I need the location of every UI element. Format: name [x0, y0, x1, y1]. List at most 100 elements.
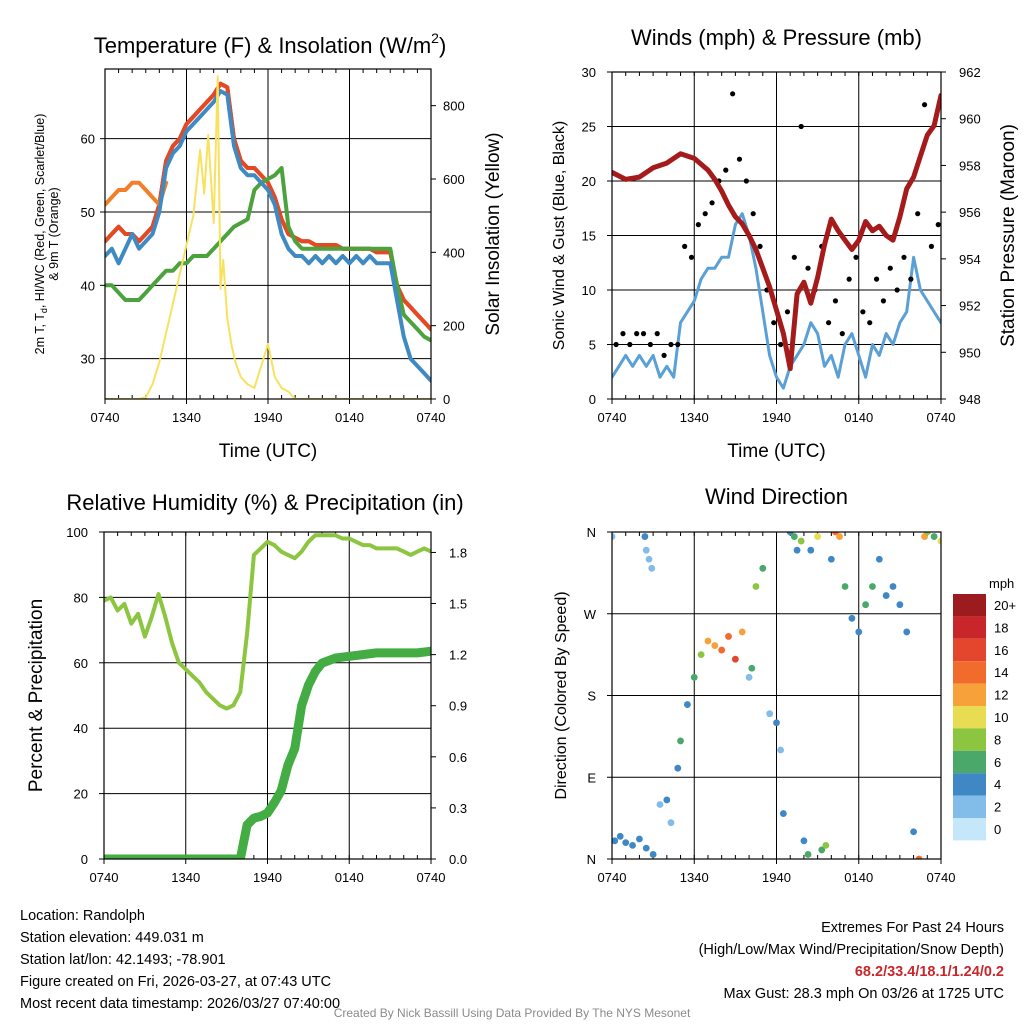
direction-point: [641, 533, 649, 540]
y-axis-label: 2m T, Td, HI/WC (Red, Green, Scarlet/Blu…: [33, 114, 49, 355]
y2-tick-label-5: 958: [959, 158, 981, 173]
direction-point: [848, 614, 856, 622]
colorbar-swatch: [953, 616, 986, 639]
direction-point: [725, 633, 732, 640]
colorbar-label: 2: [994, 800, 1001, 815]
created-text: Figure created on Fri, 2026-03-27, at 07…: [20, 974, 332, 990]
rh-lines: [104, 533, 431, 859]
y2-tick-label-6: 1.8: [449, 545, 467, 560]
recent-text: Most recent data timestamp: 2026/03/27 0…: [20, 996, 341, 1012]
y-label-part: , HI/WC (Red, Green, Scarlet/Blue): [33, 114, 47, 309]
x-tick-label-2: 1940: [253, 870, 282, 885]
gust-point: [853, 254, 859, 260]
x-tick-label-3: 0140: [335, 870, 364, 885]
direction-point: [656, 801, 664, 808]
gust-point: [771, 320, 777, 326]
winds-panel: 0 5 10 15 20 25 30 948 950 952 954 956 958 960 962 0740…: [551, 25, 1019, 462]
plot-frame: [611, 531, 942, 860]
y2-tick-label-0: 0.0: [449, 852, 467, 867]
direction-point: [738, 628, 746, 636]
direction-point: [718, 646, 726, 654]
x-tick-label-0: 0740: [90, 870, 119, 885]
direction-point: [629, 841, 636, 849]
x-tick-label-2: 1940: [254, 410, 283, 425]
colorbar-label: 10: [994, 710, 1008, 725]
plot-frame: [611, 71, 942, 400]
plot-frame: [103, 531, 432, 860]
gust-point: [750, 211, 756, 217]
direction-point: [818, 846, 826, 854]
y2-tick-label-2: 952: [959, 299, 981, 314]
gust-point: [867, 320, 873, 326]
colorbar-title: mph: [989, 576, 1014, 591]
colorbar-label: 18: [994, 620, 1008, 635]
colorbar-swatch: [953, 750, 986, 774]
colorbar-swatch: [953, 818, 986, 841]
y2-tick-label-6: 960: [959, 112, 981, 127]
y2-tick-label-1: 200: [443, 319, 465, 334]
direction-point: [636, 835, 643, 843]
max-gust-text: Max Gust: 28.3 mph On 03/26 at 1725 UTC: [723, 986, 1004, 1002]
gust-point: [908, 276, 914, 282]
y2-tick-label-5: 1.5: [449, 597, 467, 612]
y-tick-label-2: 10: [582, 283, 596, 298]
direction-point: [827, 555, 835, 563]
direction-point: [642, 546, 650, 554]
direction-point: [752, 583, 760, 590]
y-axis-label-line2: & 9m T (Orange): [47, 187, 61, 280]
direction-point: [841, 583, 849, 590]
temperature-lines: [105, 75, 431, 399]
y2-tick-label-3: 0.9: [449, 699, 467, 714]
gust-point: [921, 102, 928, 108]
colorbar-label: 4: [994, 777, 1001, 792]
colorbar-label: 6: [994, 755, 1001, 770]
gust-point: [757, 243, 763, 249]
colorbar-label: 16: [994, 643, 1008, 658]
title-sup: 2: [431, 30, 439, 46]
direction-point: [855, 628, 863, 636]
direction-point: [779, 810, 787, 817]
gust-point: [743, 178, 749, 184]
x-tick-label-3: 0140: [844, 870, 873, 885]
y-tick-label-6: 30: [582, 65, 596, 80]
y2-tick-label-4: 956: [959, 205, 981, 220]
gust-point: [860, 309, 866, 315]
direction-point: [869, 583, 876, 590]
gust-point: [702, 211, 708, 217]
gust-point: [915, 211, 921, 217]
y-tick-label-3: W: [584, 607, 597, 622]
winds-lines: [612, 91, 941, 390]
y-tick-label-0: 0: [81, 852, 88, 867]
series-pressure: [612, 92, 941, 372]
plot-frame: [104, 68, 432, 400]
direction-point: [923, 532, 931, 536]
gust-point: [654, 331, 660, 337]
x-tick-label-0: 0740: [91, 410, 120, 425]
direction-point: [910, 828, 917, 836]
y-tick-label-3: 60: [81, 132, 95, 147]
y-tick-label-0: 0: [589, 392, 596, 407]
gust-point: [668, 341, 674, 348]
x-tick-label-3: 0140: [335, 410, 364, 425]
y2-tick-label-7: 962: [959, 65, 981, 80]
colorbar-swatch: [953, 594, 986, 617]
gust-point: [647, 341, 653, 348]
gust-point: [730, 91, 736, 97]
colorbar-swatch: [953, 661, 986, 684]
y-tick-label-2: 40: [74, 721, 88, 736]
y2-tick-label-2: 0.6: [449, 750, 467, 765]
x-tick-label-2: 1940: [762, 870, 791, 885]
direction-point: [731, 655, 739, 663]
gust-point: [640, 331, 647, 337]
direction-point: [612, 837, 619, 845]
latlon-text: Station lat/lon: 42.1493; -78.901: [20, 952, 226, 968]
y2-tick-label-3: 600: [443, 172, 465, 187]
direction-point: [790, 533, 798, 540]
direction-point: [711, 642, 719, 649]
gust-point: [682, 243, 688, 249]
direction-point: [674, 764, 682, 772]
colorbar: mph 20+ 18 16 14 12 10 8 6 4 2 0: [953, 576, 1016, 841]
direction-point: [642, 844, 650, 852]
